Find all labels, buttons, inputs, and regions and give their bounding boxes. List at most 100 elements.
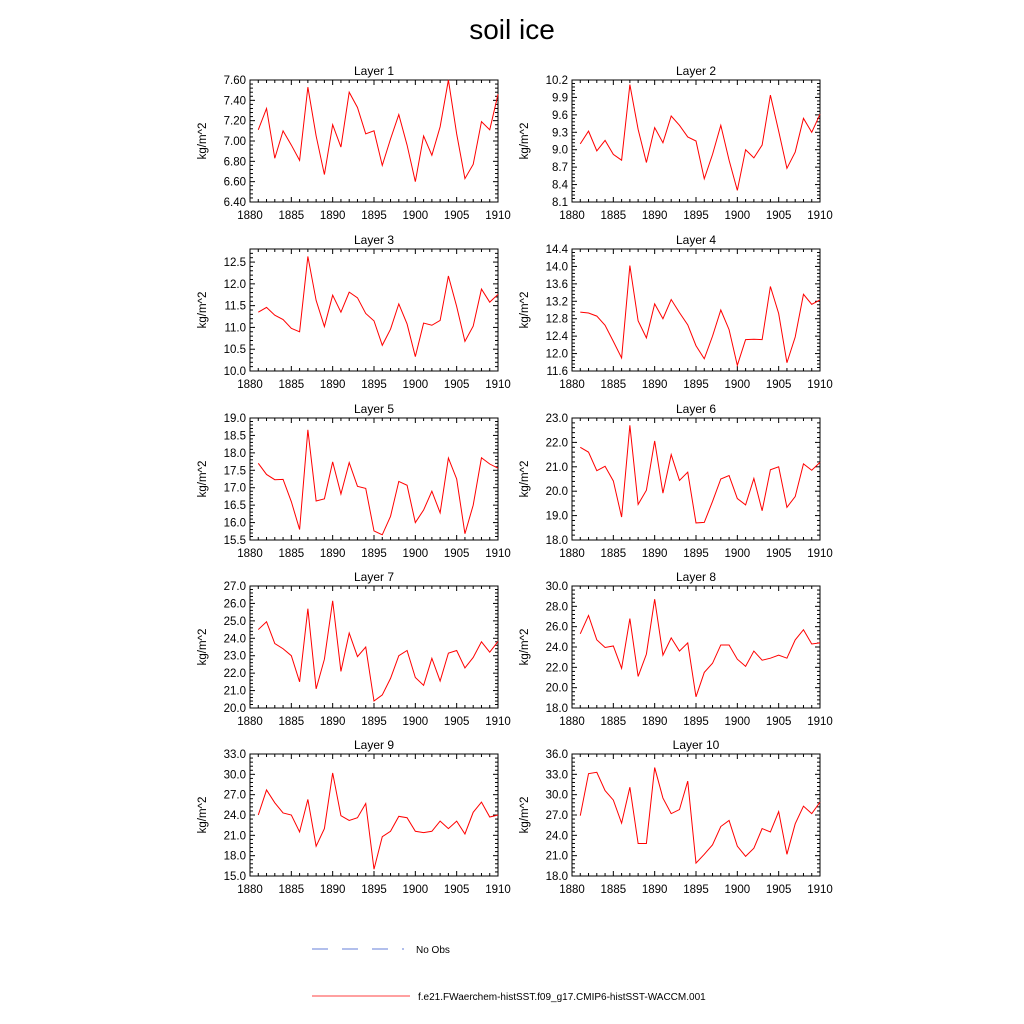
y-tick-label: 27.0 [224, 581, 246, 593]
panel-layer-10: Layer 10 1880 1885 1890 1895 1900 1905 1910 18.0… [519, 738, 833, 896]
y-tick-label: 27.0 [224, 790, 246, 802]
y-axis-label: kg/m^2 [197, 797, 209, 834]
x-tick-label: 1910 [807, 716, 833, 728]
x-tick-label: 1880 [559, 210, 585, 222]
series-line [580, 425, 821, 524]
y-tick-label: 36.0 [546, 749, 568, 761]
y-tick-label: 30.0 [224, 769, 246, 781]
plot-frame [571, 248, 821, 372]
series-line [257, 600, 499, 702]
series-line [579, 767, 821, 865]
y-tick-label: 15.5 [224, 535, 246, 547]
panel-title: Layer 4 [676, 233, 716, 247]
y-tick-label: 8.1 [552, 197, 568, 209]
x-tick-label: 1895 [683, 716, 709, 728]
x-tick-label: 1880 [559, 548, 585, 560]
x-tick-label: 1885 [279, 548, 305, 560]
x-tick-label: 1910 [807, 379, 833, 391]
x-tick-label: 1885 [279, 716, 305, 728]
y-tick-label: 17.0 [224, 483, 246, 495]
x-tick-label: 1910 [807, 548, 833, 560]
x-tick-label: 1900 [725, 548, 751, 560]
y-tick-label: 21.0 [224, 830, 246, 842]
series-line [579, 599, 821, 697]
x-tick-label: 1900 [403, 884, 429, 896]
x-tick-label: 1890 [320, 548, 346, 560]
y-tick-label: 33.0 [224, 749, 246, 761]
x-tick-label: 1895 [361, 210, 387, 222]
x-tick-label: 1885 [601, 884, 627, 896]
y-tick-label: 11.5 [224, 301, 246, 313]
y-tick-label: 30.0 [546, 790, 568, 802]
y-tick-label: 19.0 [224, 413, 246, 425]
y-tick-label: 14.0 [546, 261, 568, 273]
y-tick-label: 20.0 [546, 486, 568, 498]
y-axis-label: kg/m^2 [519, 123, 531, 160]
x-tick-label: 1890 [320, 379, 346, 391]
y-tick-label: 10.0 [224, 366, 246, 378]
y-axis-label: kg/m^2 [519, 292, 531, 329]
x-tick-label: 1880 [237, 379, 263, 391]
series-line [579, 84, 821, 191]
x-tick-label: 1895 [361, 716, 387, 728]
panel-title: Layer 7 [354, 570, 394, 584]
y-tick-label: 25.0 [224, 616, 246, 628]
x-tick-label: 1900 [725, 210, 751, 222]
x-tick-label: 1900 [403, 716, 429, 728]
y-tick-label: 18.0 [546, 871, 568, 883]
y-tick-label: 14.4 [546, 244, 569, 256]
y-tick-label: 23.0 [546, 413, 568, 425]
series-line [257, 772, 499, 870]
y-tick-label: 12.8 [546, 314, 568, 326]
panel-layer-3: Layer 3 1880 1885 1890 1895 1900 1905 1910 10.0 1… [197, 233, 511, 391]
y-tick-label: 16.5 [224, 500, 246, 512]
x-tick-label: 1900 [403, 210, 429, 222]
x-tick-label: 1890 [320, 884, 346, 896]
y-tick-label: 12.4 [546, 331, 569, 343]
x-tick-label: 1895 [683, 379, 709, 391]
y-axis-label: kg/m^2 [519, 797, 531, 834]
panel-layer-2: Layer 2 1880 1885 1890 1895 1900 1905 1910 8.1 8.… [519, 64, 833, 222]
x-tick-label: 1900 [725, 379, 751, 391]
x-tick-label: 1910 [807, 884, 833, 896]
y-axis-label: kg/m^2 [197, 461, 209, 498]
y-tick-label: 6.60 [224, 177, 246, 189]
x-tick-label: 1885 [279, 210, 305, 222]
x-tick-label: 1890 [642, 548, 668, 560]
panel-layer-4: Layer 4 1880 1885 1890 1895 1900 1905 1910 11.6 1… [519, 233, 833, 391]
y-tick-label: 24.0 [546, 830, 568, 842]
y-tick-label: 18.0 [546, 535, 568, 547]
y-tick-label: 22.0 [546, 662, 568, 674]
legend-label-model: f.e21.FWaerchem-histSST.f09_g17.CMIP6-hi… [418, 992, 706, 1003]
y-axis-label: kg/m^2 [519, 629, 531, 666]
plot-frame [249, 585, 499, 709]
y-tick-label: 23.0 [224, 651, 246, 663]
panel-layer-9: Layer 9 1880 1885 1890 1895 1900 1905 1910 15.0 1… [197, 738, 511, 896]
x-tick-label: 1885 [601, 716, 627, 728]
x-tick-label: 1905 [444, 716, 470, 728]
plot-frame [249, 417, 499, 541]
y-tick-label: 8.4 [552, 180, 569, 192]
panel-title: Layer 2 [676, 64, 716, 78]
panel-layer-1: Layer 1 1880 1885 1890 1895 1900 1905 1910 6.40 6… [197, 64, 511, 222]
legend-label-no-obs: No Obs [416, 945, 450, 956]
y-tick-label: 6.40 [224, 197, 246, 209]
y-tick-label: 9.6 [552, 110, 568, 122]
x-tick-label: 1905 [766, 379, 792, 391]
x-tick-label: 1905 [444, 548, 470, 560]
y-tick-label: 22.0 [224, 668, 246, 680]
y-tick-label: 9.9 [552, 92, 568, 104]
panel-title: Layer 8 [676, 570, 716, 584]
panel-title: Layer 5 [354, 402, 394, 416]
y-tick-label: 11.6 [546, 366, 568, 378]
plot-frame [249, 753, 499, 877]
y-tick-label: 11.0 [224, 322, 246, 334]
y-tick-label: 21.0 [546, 851, 568, 863]
series-line [258, 256, 499, 357]
x-tick-label: 1910 [485, 548, 511, 560]
y-tick-label: 12.0 [546, 349, 568, 361]
x-tick-label: 1880 [237, 548, 263, 560]
x-tick-label: 1880 [559, 379, 585, 391]
x-tick-label: 1910 [485, 884, 511, 896]
